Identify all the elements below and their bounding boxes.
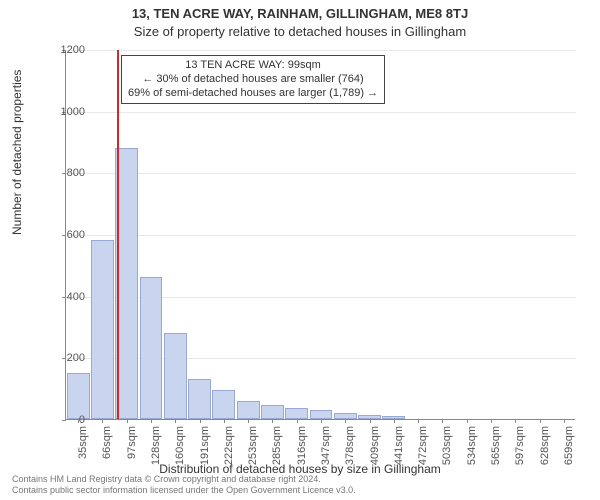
histogram-bar — [188, 379, 211, 419]
x-tick-label: 378sqm — [344, 426, 356, 476]
y-tick-label: 600 — [45, 229, 85, 241]
x-tick-label: 347sqm — [320, 426, 332, 476]
x-tick-mark — [127, 419, 128, 423]
x-tick-label: 66sqm — [101, 426, 113, 476]
x-tick-mark — [272, 419, 273, 423]
x-tick-label: 472sqm — [417, 426, 429, 476]
annotation-line2: ← 30% of detached houses are smaller (76… — [128, 73, 378, 87]
x-tick-mark — [248, 419, 249, 423]
histogram-bar — [91, 240, 114, 419]
x-tick-mark — [442, 419, 443, 423]
x-tick-mark — [200, 419, 201, 423]
x-tick-mark — [297, 419, 298, 423]
y-tick-label: 1000 — [45, 106, 85, 118]
annotation-line1: 13 TEN ACRE WAY: 99sqm — [128, 59, 378, 73]
x-tick-label: 160sqm — [174, 426, 186, 476]
x-tick-label: 316sqm — [296, 426, 308, 476]
x-tick-label: 503sqm — [441, 426, 453, 476]
x-tick-label: 253sqm — [247, 426, 259, 476]
histogram-bar — [212, 390, 235, 419]
histogram-plot: 13 TEN ACRE WAY: 99sqm← 30% of detached … — [65, 50, 575, 420]
x-tick-label: 191sqm — [199, 426, 211, 476]
x-tick-label: 597sqm — [514, 426, 526, 476]
gridline — [66, 112, 576, 113]
histogram-bar — [310, 410, 333, 419]
gridline — [66, 173, 576, 174]
x-tick-label: 441sqm — [393, 426, 405, 476]
y-tick-label: 1200 — [45, 44, 85, 56]
x-tick-label: 565sqm — [490, 426, 502, 476]
y-tick-label: 800 — [45, 167, 85, 179]
chart-area: 13 TEN ACRE WAY: 99sqm← 30% of detached … — [65, 50, 575, 420]
x-tick-label: 128sqm — [150, 426, 162, 476]
property-marker-line — [117, 50, 119, 419]
histogram-bar — [164, 333, 187, 419]
x-tick-mark — [175, 419, 176, 423]
x-tick-mark — [224, 419, 225, 423]
x-tick-mark — [102, 419, 103, 423]
x-tick-mark — [515, 419, 516, 423]
x-tick-label: 409sqm — [369, 426, 381, 476]
x-tick-mark — [321, 419, 322, 423]
histogram-bar — [261, 405, 284, 419]
y-axis-label: Number of detached properties — [10, 70, 24, 235]
x-tick-mark — [491, 419, 492, 423]
page-title-line1: 13, TEN ACRE WAY, RAINHAM, GILLINGHAM, M… — [0, 6, 600, 21]
x-tick-label: 285sqm — [271, 426, 283, 476]
histogram-bar — [285, 408, 308, 419]
x-tick-label: 659sqm — [563, 426, 575, 476]
page-title-line2: Size of property relative to detached ho… — [0, 24, 600, 39]
histogram-bar — [237, 401, 260, 420]
annotation-line3: 69% of semi-detached houses are larger (… — [128, 87, 378, 101]
x-tick-mark — [151, 419, 152, 423]
x-tick-label: 534sqm — [466, 426, 478, 476]
histogram-bar — [67, 373, 90, 419]
gridline — [66, 50, 576, 51]
x-tick-label: 97sqm — [126, 426, 138, 476]
x-tick-label: 628sqm — [539, 426, 551, 476]
footer-attribution: Contains HM Land Registry data © Crown c… — [12, 474, 356, 496]
x-tick-mark — [467, 419, 468, 423]
y-tick-label: 200 — [45, 352, 85, 364]
x-tick-mark — [345, 419, 346, 423]
x-tick-label: 222sqm — [223, 426, 235, 476]
x-tick-label: 35sqm — [77, 426, 89, 476]
footer-line2: Contains public sector information licen… — [12, 485, 356, 496]
gridline — [66, 235, 576, 236]
x-tick-mark — [564, 419, 565, 423]
x-tick-mark — [370, 419, 371, 423]
y-tick-label: 400 — [45, 291, 85, 303]
x-tick-mark — [418, 419, 419, 423]
histogram-bar — [140, 277, 163, 419]
y-tick-label: 0 — [45, 414, 85, 426]
x-tick-mark — [394, 419, 395, 423]
footer-line1: Contains HM Land Registry data © Crown c… — [12, 474, 356, 485]
annotation-box: 13 TEN ACRE WAY: 99sqm← 30% of detached … — [121, 55, 385, 104]
x-tick-mark — [540, 419, 541, 423]
